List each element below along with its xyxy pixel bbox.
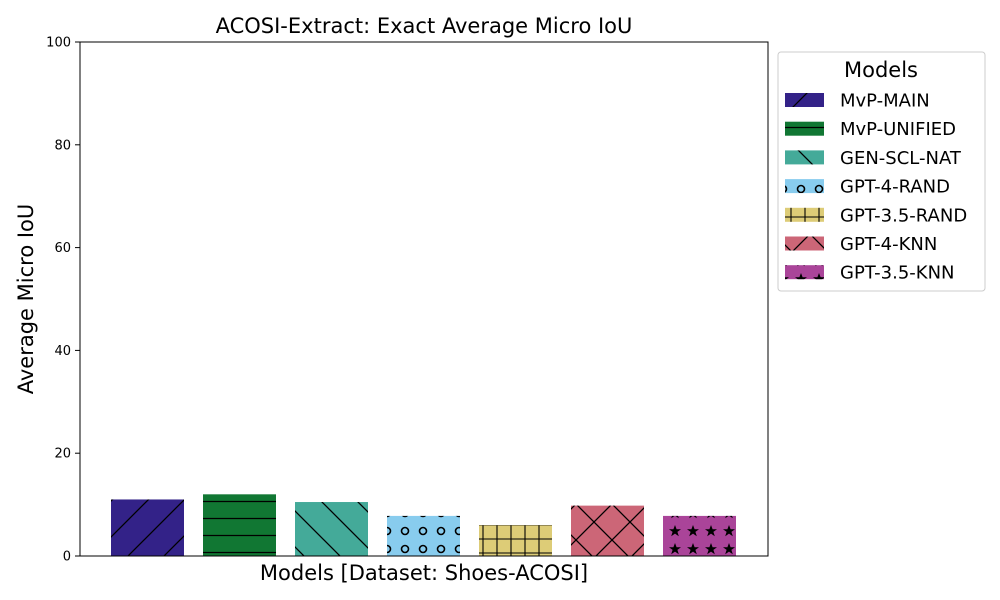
legend-swatch-hatch xyxy=(785,207,824,222)
legend-item: GPT-4-KNN xyxy=(785,234,937,255)
legend-item: GEN-SCL-NAT xyxy=(785,148,962,169)
y-tick-label: 40 xyxy=(54,344,71,359)
legend-swatch-hatch xyxy=(785,121,824,136)
legend-swatch-hatch xyxy=(785,265,824,280)
legend-item: GPT-4-RAND xyxy=(785,177,950,198)
legend-item: GPT-3.5-KNN xyxy=(785,263,955,284)
legend-label: GPT-3.5-KNN xyxy=(840,263,955,284)
bar-hatch xyxy=(571,505,644,556)
legend-swatch-hatch xyxy=(785,93,824,107)
bar-gen-scl-nat xyxy=(295,502,368,556)
bar-hatch xyxy=(111,499,184,556)
bar-hatch xyxy=(295,502,368,556)
legend-label: GPT-3.5-RAND xyxy=(840,205,967,226)
bar-gpt-3-5-knn xyxy=(663,515,736,556)
legend-label: MvP-MAIN xyxy=(840,91,930,112)
y-tick-label: 0 xyxy=(63,550,71,565)
legend-label: GPT-4-RAND xyxy=(840,177,950,198)
bar-mvp-unified xyxy=(203,494,276,556)
legend-title: Models xyxy=(844,58,918,82)
bar-mvp-main xyxy=(111,499,184,556)
legend-frame xyxy=(777,51,986,292)
bar-hatch xyxy=(663,515,736,556)
y-tick-label: 60 xyxy=(54,241,71,256)
legend-swatch-hatch xyxy=(785,179,824,194)
y-axis-label: Average Micro IoU xyxy=(14,204,38,395)
x-axis-label: Models [Dataset: Shoes-ACOSI] xyxy=(260,561,588,585)
bar-gpt-3-5-rand xyxy=(479,525,552,556)
y-tick-label: 80 xyxy=(54,138,71,153)
plot-frame xyxy=(79,41,769,557)
y-tick-label: 100 xyxy=(46,36,71,51)
legend-swatch-hatch xyxy=(785,236,824,251)
legend-item: MvP-UNIFIED xyxy=(785,119,956,140)
bar-hatch xyxy=(387,515,460,556)
legend-item: GPT-3.5-RAND xyxy=(785,205,967,226)
legend-item: MvP-MAIN xyxy=(785,91,930,112)
y-tick-label: 20 xyxy=(54,447,71,462)
bar-gpt-4-knn xyxy=(571,505,644,556)
legend-swatch-hatch xyxy=(785,150,824,165)
legend-label: MvP-UNIFIED xyxy=(840,119,956,140)
legend-label: GPT-4-KNN xyxy=(840,234,937,255)
bar-gpt-4-rand xyxy=(387,515,460,556)
bar-hatch xyxy=(479,525,552,556)
bar-hatch xyxy=(203,494,276,556)
legend-label: GEN-SCL-NAT xyxy=(840,148,962,169)
chart-title: ACOSI-Extract: Exact Average Micro IoU xyxy=(216,14,633,38)
bars-group xyxy=(111,494,736,556)
y-axis: 0 20 40 60 80 100 xyxy=(46,36,80,565)
legend: Models MvP-MAIN MvP-UNIFIED GEN-SCL-NAT GPT… xyxy=(777,51,986,292)
